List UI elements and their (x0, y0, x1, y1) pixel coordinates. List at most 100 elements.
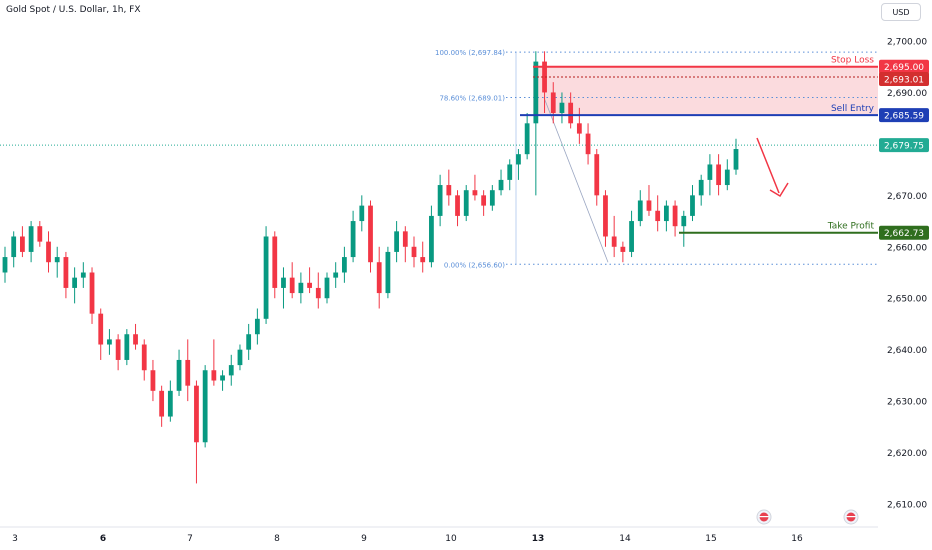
candle-body (481, 195, 487, 206)
fib-label: 100.00% (2,697.84) (435, 49, 505, 57)
candle-body (167, 390, 173, 417)
candle-body (672, 205, 678, 227)
x-tick-label: 16 (791, 534, 803, 544)
candle-body (455, 195, 460, 216)
candle-body (655, 210, 661, 222)
candle-body (141, 344, 147, 371)
candle-body (698, 179, 704, 196)
x-tick-label: 14 (619, 534, 631, 544)
stop-loss-label: Stop Loss (831, 56, 874, 66)
candle-body (402, 231, 408, 247)
candle-body (716, 164, 721, 186)
candle-body (437, 185, 443, 216)
candle-body (37, 226, 43, 242)
candle-body (341, 257, 347, 273)
candle-body (359, 205, 365, 222)
candle-body (289, 277, 295, 294)
candle-body (80, 272, 86, 278)
x-tick-label: 15 (705, 534, 716, 544)
candle-body (463, 190, 469, 216)
candle-body (681, 215, 687, 227)
y-tick-label: 2,640.00 (887, 346, 927, 356)
stop-zone (533, 66, 878, 116)
fib-diagonal (543, 97, 609, 263)
candle-body (629, 221, 634, 252)
candle-body (115, 339, 121, 360)
candle-body (46, 241, 51, 263)
candle-body (246, 334, 252, 350)
candle-body (690, 195, 695, 216)
candle-body (707, 164, 713, 180)
candle-body (228, 365, 234, 376)
candle-body (542, 61, 547, 93)
candle-body (394, 231, 400, 252)
x-tick-label: 6 (100, 534, 106, 544)
event-flag-stripe (846, 516, 856, 518)
candle-body (472, 190, 478, 196)
y-tick-label: 2,690.00 (887, 89, 927, 99)
candle-body (594, 154, 600, 196)
candle-body (272, 236, 278, 288)
candle-body (585, 133, 591, 155)
candle-body (446, 185, 452, 196)
x-tick-label: 13 (532, 534, 545, 544)
candle-body (72, 277, 78, 288)
price-label-text: 2,662.73 (884, 229, 924, 239)
candle-body (98, 313, 104, 345)
candle-body (63, 257, 69, 288)
candle-body (368, 205, 373, 263)
candle-body (107, 339, 112, 345)
candle-body (516, 154, 521, 165)
candle-body (603, 195, 608, 237)
candle-body (159, 390, 165, 417)
candle-body (324, 277, 330, 299)
candle-body (489, 190, 495, 206)
currency-button[interactable]: USD (881, 3, 921, 21)
candle-body (733, 149, 739, 170)
candle-body (376, 262, 382, 294)
candle-body (498, 179, 504, 191)
event-flag-stripe (759, 516, 769, 518)
candle-body (507, 164, 513, 180)
candle-body (637, 200, 643, 222)
candle-body (429, 215, 434, 263)
price-axis-bg (878, 0, 932, 550)
price-label-text: 2,695.00 (884, 63, 924, 73)
y-tick-label: 2,620.00 (887, 449, 927, 459)
sell-entry-label: Sell Entry (831, 104, 875, 114)
x-tick-label: 7 (187, 534, 193, 544)
candle-body (533, 61, 539, 124)
candle-body (263, 236, 269, 319)
price-label-text: 2,679.75 (884, 142, 924, 152)
price-label-box (879, 59, 929, 74)
candle-body (202, 370, 208, 443)
price-label-box (879, 71, 929, 86)
candle-body (28, 226, 34, 252)
x-tick-label: 8 (274, 534, 280, 544)
x-tick-label: 9 (361, 534, 367, 544)
candle-body (576, 123, 582, 134)
candle-body (611, 236, 617, 247)
y-tick-label: 2,650.00 (887, 295, 927, 305)
candle-body (646, 200, 652, 211)
candle-body (150, 370, 156, 391)
candle-body (420, 257, 426, 263)
x-tick-label: 10 (445, 534, 457, 544)
y-tick-label: 2,630.00 (887, 398, 927, 408)
down-arrow (756, 137, 780, 194)
candle-body (315, 287, 321, 299)
candle-body (550, 92, 556, 114)
price-label-box (879, 225, 929, 240)
fib-label: 78.60% (2,689.01) (439, 95, 505, 103)
candle-body (2, 257, 8, 273)
candle-body (176, 359, 182, 391)
candle-body (281, 277, 286, 288)
candle-body (211, 370, 217, 381)
candle-body (307, 282, 312, 288)
candle-body (185, 359, 191, 386)
y-tick-label: 2,700.00 (887, 38, 927, 48)
x-tick-label: 3 (12, 534, 18, 544)
candle-body (89, 272, 95, 314)
candle-body (220, 375, 225, 381)
